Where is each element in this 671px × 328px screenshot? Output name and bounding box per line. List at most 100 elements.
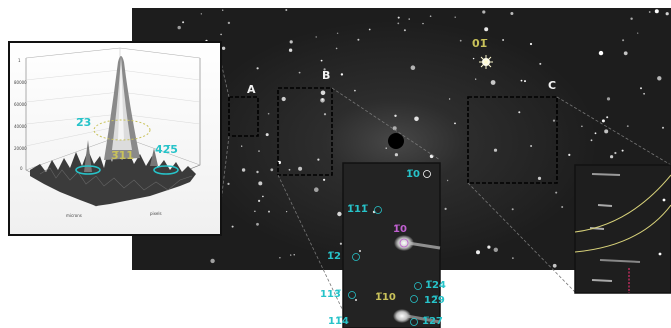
diffraction-spot <box>210 258 215 264</box>
diffraction-spot <box>262 195 264 198</box>
inset-b-label: 1̅27 <box>422 316 443 327</box>
diffraction-spot <box>459 39 462 42</box>
svg-text:60000: 60000 <box>14 102 27 107</box>
diffraction-spot <box>484 27 489 32</box>
inset-b <box>342 162 441 328</box>
panel-label-b: B <box>322 69 331 82</box>
diffraction-spot <box>392 126 397 131</box>
diffraction-spot <box>298 166 303 171</box>
diffraction-spot <box>397 16 400 19</box>
diffraction-spot <box>285 9 288 11</box>
diffraction-spot <box>512 257 514 259</box>
inset3d-label-right: 42̅5 <box>155 143 178 156</box>
highlighted-spot <box>479 55 493 69</box>
diffraction-spot <box>590 139 593 142</box>
diffraction-spot <box>493 247 498 252</box>
diffraction-spot <box>454 122 456 125</box>
diffraction-spot <box>539 62 542 65</box>
diffraction-spot <box>317 158 320 161</box>
inset-b-label: 1̅24 <box>425 280 446 291</box>
diffraction-spot <box>279 257 281 259</box>
diffraction-spot <box>648 11 651 13</box>
diffraction-spot <box>337 211 342 217</box>
region-a-box <box>228 96 259 137</box>
beam-stop <box>388 133 404 149</box>
diffraction-spot <box>529 42 533 46</box>
svg-text:40000: 40000 <box>14 124 27 129</box>
diffraction-spot <box>339 242 342 245</box>
diffraction-spot <box>487 245 491 249</box>
inset-b-label: 1̅0 <box>393 224 407 235</box>
inset3d-label-mid: 3̅11 <box>111 149 134 162</box>
diffraction-spot <box>598 50 604 56</box>
diffraction-spot <box>286 211 288 213</box>
diffraction-spot <box>410 65 416 70</box>
diffraction-spot <box>662 126 664 129</box>
diffraction-spot <box>606 97 611 101</box>
diffraction-spot <box>323 68 326 71</box>
diffraction-spot <box>227 182 230 185</box>
diffraction-spot <box>336 32 339 34</box>
inset-b-label: 11̅4 <box>328 316 349 327</box>
diffraction-spot <box>177 25 181 30</box>
diffraction-spot <box>288 48 293 52</box>
diffraction-spot <box>403 29 406 32</box>
diffraction-spot <box>614 151 617 155</box>
diffraction-spot <box>357 38 360 41</box>
diffraction-spot <box>444 207 447 210</box>
diffraction-spot <box>637 32 639 34</box>
diffraction-spot <box>314 187 319 192</box>
diffraction-spot <box>490 80 496 85</box>
diffraction-spot <box>610 155 614 159</box>
diffraction-spot <box>448 98 451 100</box>
diffraction-spot <box>241 145 243 147</box>
diffraction-spot <box>368 28 371 31</box>
diffraction-spot <box>604 129 609 134</box>
diffraction-spot <box>657 76 662 81</box>
diffraction-spot <box>394 153 398 157</box>
diffraction-spot <box>520 79 523 82</box>
diffraction-spot <box>220 33 222 36</box>
diffraction-spot <box>267 112 270 115</box>
region-b-box <box>277 87 333 176</box>
diffraction-spot <box>256 67 259 70</box>
region-c-box <box>467 96 558 184</box>
diffraction-spot <box>621 149 624 152</box>
diffraction-spot <box>510 12 514 15</box>
panel-label-a: A <box>247 83 256 96</box>
diffraction-spot <box>626 125 629 127</box>
diffraction-spot <box>524 80 526 83</box>
svg-text:20000: 20000 <box>14 146 27 151</box>
diffraction-spot <box>293 254 295 256</box>
diffraction-spot <box>258 150 260 152</box>
diffraction-spot <box>289 40 293 44</box>
diffraction-spot <box>654 9 659 14</box>
diffraction-spot <box>476 250 480 255</box>
diffraction-spot <box>643 92 645 95</box>
diffraction-spot <box>482 10 486 14</box>
diffraction-spot <box>454 16 456 18</box>
diffraction-spot <box>502 39 504 41</box>
diffraction-spot <box>552 263 557 268</box>
diffraction-spot <box>288 168 291 171</box>
diffraction-spot <box>254 210 256 212</box>
inset-b-label: 1̅11̅ <box>347 204 368 215</box>
diffraction-spot <box>182 21 185 24</box>
diffraction-spot <box>281 96 286 102</box>
diffraction-spot <box>555 191 558 194</box>
svg-text:1: 1 <box>18 58 21 63</box>
inset-b-label: 113̅ <box>320 289 341 300</box>
inset-b-label: 1̅2 <box>327 251 341 262</box>
diffraction-spot <box>622 39 625 42</box>
diffraction-spot <box>222 9 224 11</box>
diffraction-spot <box>335 47 338 50</box>
diffraction-spot <box>429 15 432 17</box>
diffraction-spot <box>221 46 226 50</box>
diffraction-spot <box>258 181 263 186</box>
diffraction-spot <box>475 78 477 80</box>
diffraction-spot <box>256 170 259 174</box>
diffraction-spot <box>227 21 231 25</box>
diffraction-spot <box>561 206 564 208</box>
diffraction-spot <box>640 87 642 90</box>
